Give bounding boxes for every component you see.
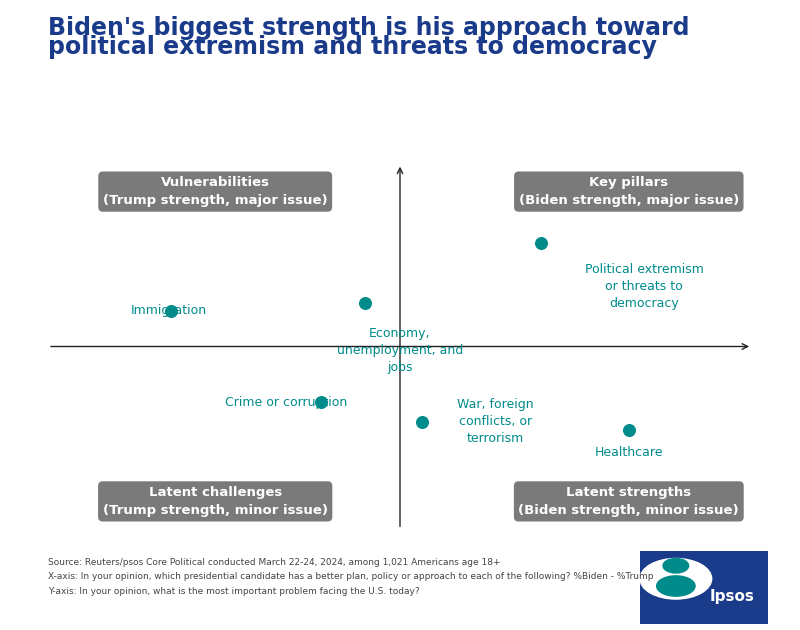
Text: Latent strengths
(Biden strength, minor issue): Latent strengths (Biden strength, minor … (518, 486, 739, 517)
Point (314, 397, 327, 407)
Text: Political extremism
or threats to
democracy: Political extremism or threats to democr… (585, 263, 704, 310)
Text: Economy,
unemployment, and
jobs: Economy, unemployment, and jobs (337, 326, 463, 374)
Text: Key pillars
(Biden strength, major issue): Key pillars (Biden strength, major issue… (518, 176, 739, 207)
Text: Y-axis: In your opinion, what is the most important problem facing the U.S. toda: Y-axis: In your opinion, what is the mos… (48, 587, 420, 595)
Text: Immigration: Immigration (130, 304, 206, 318)
Circle shape (640, 559, 712, 599)
Point (534, 238, 547, 248)
Text: Latent challenges
(Trump strength, minor issue): Latent challenges (Trump strength, minor… (102, 486, 328, 517)
Ellipse shape (657, 576, 695, 596)
Text: X-axis: In your opinion, which presidential candidate has a better plan, policy : X-axis: In your opinion, which president… (48, 572, 654, 581)
Text: War, foreign
conflicts, or
terrorism: War, foreign conflicts, or terrorism (458, 398, 534, 445)
Circle shape (663, 558, 689, 573)
Text: political extremism and threats to democracy: political extremism and threats to democ… (48, 35, 657, 59)
Point (358, 298, 371, 308)
Point (416, 417, 429, 427)
Text: Source: Reuters/psos Core Political conducted March 22-24, 2024, among 1,021 Ame: Source: Reuters/psos Core Political cond… (48, 558, 501, 566)
Point (165, 306, 178, 316)
Text: Vulnerabilities
(Trump strength, major issue): Vulnerabilities (Trump strength, major i… (103, 176, 327, 207)
Text: Ipsos: Ipsos (710, 588, 754, 604)
Text: Biden's biggest strength is his approach toward: Biden's biggest strength is his approach… (48, 16, 690, 40)
Text: Crime or corruption: Crime or corruption (225, 396, 347, 409)
Text: Healthcare: Healthcare (594, 446, 663, 459)
Point (622, 425, 635, 435)
